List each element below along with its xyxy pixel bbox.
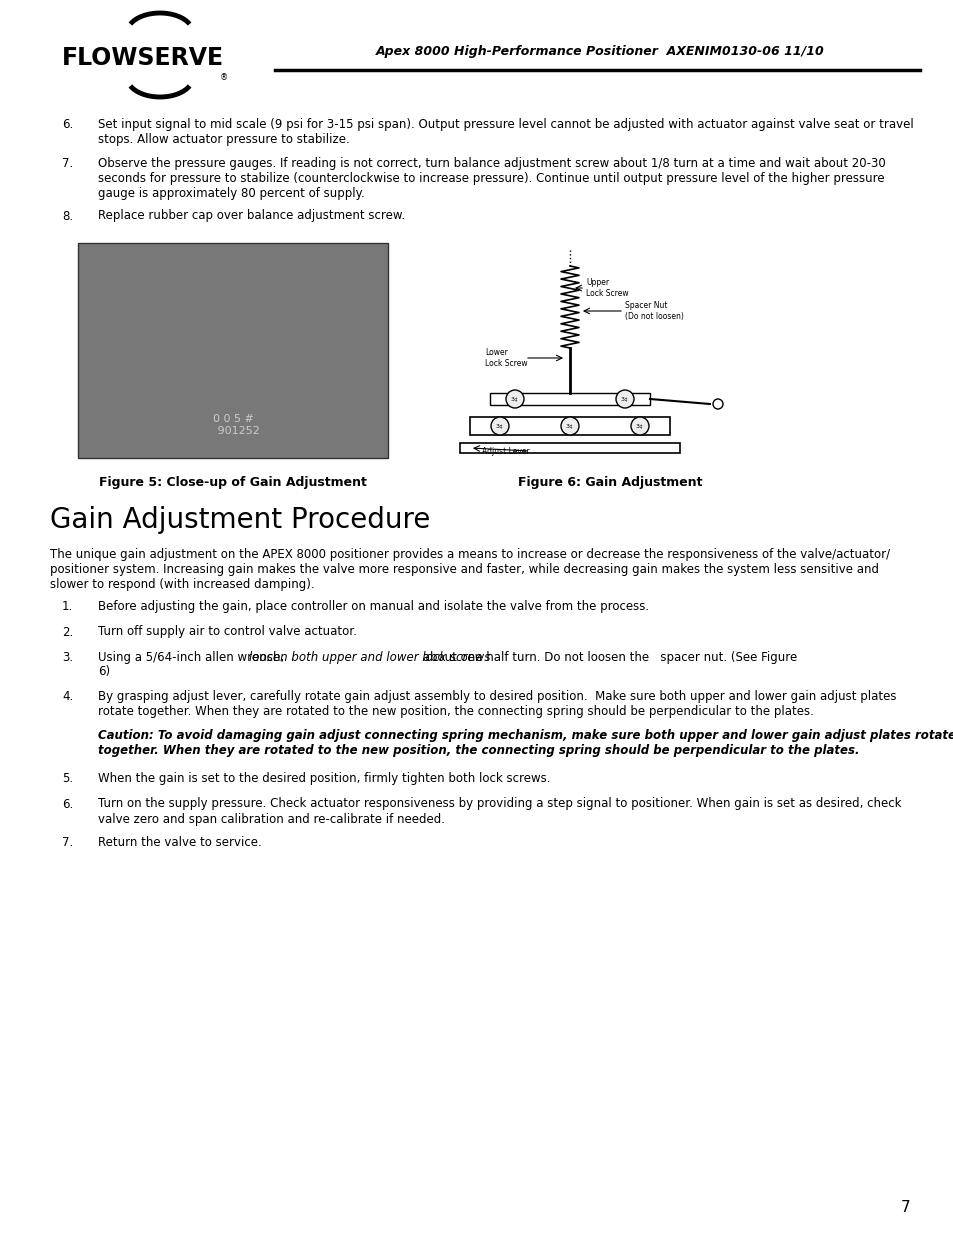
Text: Replace rubber cap over balance adjustment screw.: Replace rubber cap over balance adjustme… <box>98 210 405 222</box>
Text: 3¢: 3¢ <box>496 424 503 429</box>
Text: 5.: 5. <box>62 772 73 785</box>
Text: Observe the pressure gauges. If reading is not correct, turn balance adjustment : Observe the pressure gauges. If reading … <box>98 157 884 200</box>
Circle shape <box>712 399 722 409</box>
Text: loosen both upper and lower lock screws: loosen both upper and lower lock screws <box>249 651 490 664</box>
Text: Lower
Lock Screw: Lower Lock Screw <box>484 348 527 368</box>
Circle shape <box>616 390 634 408</box>
Text: 3¢: 3¢ <box>620 396 628 401</box>
Text: Turn off supply air to control valve actuator.: Turn off supply air to control valve act… <box>98 625 356 638</box>
Bar <box>470 417 669 435</box>
Text: Return the valve to service.: Return the valve to service. <box>98 836 261 850</box>
Text: FLOWSERVE: FLOWSERVE <box>62 46 224 70</box>
Bar <box>459 443 679 453</box>
Circle shape <box>491 417 509 435</box>
Text: 6): 6) <box>98 664 110 678</box>
Text: Adjust Lever: Adjust Lever <box>481 447 529 456</box>
Text: 7.: 7. <box>62 157 73 170</box>
Circle shape <box>505 390 523 408</box>
Text: Upper
Lock Screw: Upper Lock Screw <box>585 278 628 298</box>
Text: The unique gain adjustment on the APEX 8000 positioner provides a means to incre: The unique gain adjustment on the APEX 8… <box>50 548 889 592</box>
Text: 6.: 6. <box>62 119 73 131</box>
Text: 3¢: 3¢ <box>565 424 574 429</box>
Bar <box>78 243 388 458</box>
Text: 6.: 6. <box>62 798 73 810</box>
Text: By grasping adjust lever, carefully rotate gain adjust assembly to desired posit: By grasping adjust lever, carefully rota… <box>98 690 896 718</box>
Text: Spacer Nut
(Do not loosen): Spacer Nut (Do not loosen) <box>624 301 683 321</box>
Text: 1.: 1. <box>62 600 73 613</box>
Text: Using a 5/64-inch allen wrench,: Using a 5/64-inch allen wrench, <box>98 651 288 664</box>
Text: 7.: 7. <box>62 836 73 850</box>
Text: 0 0 5 #
   901252: 0 0 5 # 901252 <box>207 415 259 436</box>
Text: Turn on the supply pressure. Check actuator responsiveness by providing a step s: Turn on the supply pressure. Check actua… <box>98 798 901 825</box>
Text: Gain Adjustment Procedure: Gain Adjustment Procedure <box>50 506 430 534</box>
Text: Set input signal to mid scale (9 psi for 3-15 psi span). Output pressure level c: Set input signal to mid scale (9 psi for… <box>98 119 913 146</box>
Text: Apex 8000 High-Performance Positioner  AXENIM0130-06 11/10: Apex 8000 High-Performance Positioner AX… <box>375 46 823 58</box>
Text: ®: ® <box>220 73 228 82</box>
Text: Figure 6: Gain Adjustment: Figure 6: Gain Adjustment <box>517 475 701 489</box>
Text: about one half turn. Do not loosen the   spacer nut. (See Figure: about one half turn. Do not loosen the s… <box>418 651 796 664</box>
Text: Before adjusting the gain, place controller on manual and isolate the valve from: Before adjusting the gain, place control… <box>98 600 648 613</box>
Text: 4.: 4. <box>62 690 73 703</box>
Circle shape <box>630 417 648 435</box>
Text: When the gain is set to the desired position, firmly tighten both lock screws.: When the gain is set to the desired posi… <box>98 772 550 785</box>
Text: 3¢: 3¢ <box>511 396 518 401</box>
Text: 2.: 2. <box>62 625 73 638</box>
Text: 8.: 8. <box>62 210 73 222</box>
Text: Figure 5: Close-up of Gain Adjustment: Figure 5: Close-up of Gain Adjustment <box>99 475 367 489</box>
Text: Caution: To avoid damaging gain adjust connecting spring mechanism, make sure bo: Caution: To avoid damaging gain adjust c… <box>98 729 953 757</box>
Circle shape <box>560 417 578 435</box>
Bar <box>490 393 649 405</box>
Text: 3¢: 3¢ <box>636 424 643 429</box>
Text: 3.: 3. <box>62 651 73 664</box>
Text: 7: 7 <box>900 1200 909 1215</box>
